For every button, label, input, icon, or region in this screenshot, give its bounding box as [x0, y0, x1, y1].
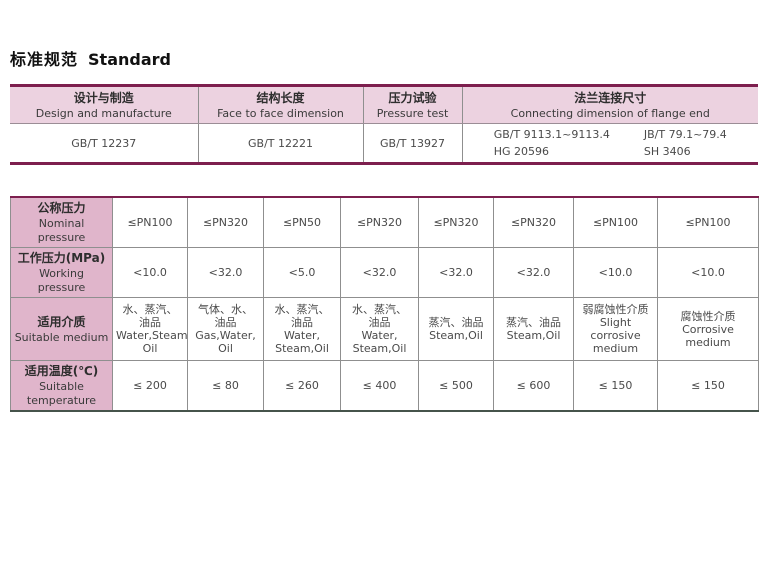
col-header-flange-cn: 法兰连接尺寸: [574, 90, 647, 105]
working-pressure-cell: <5.0: [263, 247, 341, 298]
suitable-medium-cell: 气体、水、 油品 Gas,Water, Oil: [187, 297, 264, 361]
row-header-nominal-cn: 公称压力: [37, 201, 86, 215]
standards-header-row: 设计与制造 Design and manufacture 结构长度 Face t…: [10, 84, 758, 124]
col-header-pressure-test-cn: 压力试验: [388, 90, 437, 105]
col-header-design-en: Design and manufacture: [35, 106, 172, 120]
flange-standards-left: GB/T 9113.1~9113.4 HG 20596: [493, 128, 610, 158]
nominal-pressure-cell: ≤PN320: [340, 196, 419, 248]
row-nominal-pressure: 公称压力 Nominal pressure ≤PN100 ≤PN320 ≤PN5…: [10, 196, 759, 248]
working-pressure-cell: <32.0: [493, 247, 574, 298]
suitable-medium-cell: 弱腐蚀性介质 Slight corrosive medium: [573, 297, 658, 361]
row-header-nominal-pressure: 公称压力 Nominal pressure: [10, 196, 113, 248]
col-header-design: 设计与制造 Design and manufacture: [10, 84, 199, 124]
nominal-pressure-cell: ≤PN320: [187, 196, 264, 248]
standards-value-row: GB/T 12237 GB/T 12221 GB/T 13927 GB/T 91…: [10, 123, 758, 165]
row-working-pressure: 工作压力(MPa) Working pressure <10.0 <32.0 <…: [10, 247, 759, 298]
working-pressure-cell: <32.0: [418, 247, 494, 298]
suitable-temperature-cell: ≤ 150: [573, 360, 658, 412]
suitable-temperature-cell: ≤ 400: [340, 360, 419, 412]
nominal-pressure-cell: ≤PN320: [493, 196, 574, 248]
working-pressure-cell: <10.0: [573, 247, 658, 298]
col-header-face-to-face: 结构长度 Face to face dimension: [197, 84, 364, 124]
row-header-suitable-medium: 适用介质 Suitable medium: [10, 297, 113, 361]
page-title-cn: 标准规范: [10, 50, 79, 69]
col-header-flange: 法兰连接尺寸 Connecting dimension of flange en…: [461, 84, 758, 124]
suitable-temperature-cell: ≤ 200: [112, 360, 188, 412]
nominal-pressure-cell: ≤PN100: [573, 196, 658, 248]
working-pressure-cell: <10.0: [112, 247, 188, 298]
suitable-temperature-cell: ≤ 260: [263, 360, 341, 412]
nominal-pressure-cell: ≤PN100: [657, 196, 759, 248]
row-suitable-temperature: 适用温度(℃) Suitable temperature ≤ 200 ≤ 80 …: [10, 360, 759, 412]
standards-table: 设计与制造 Design and manufacture 结构长度 Face t…: [10, 84, 758, 165]
standard-face-to-face-value: GB/T 12221: [197, 123, 364, 165]
working-pressure-cell: <32.0: [340, 247, 419, 298]
page-title: 标准规范 Standard: [10, 46, 171, 70]
col-header-face-to-face-cn: 结构长度: [256, 90, 305, 105]
standard-flange-values: GB/T 9113.1~9113.4 HG 20596 JB/T 79.1~79…: [461, 123, 758, 165]
nominal-pressure-cell: ≤PN320: [418, 196, 494, 248]
row-header-working-pressure: 工作压力(MPa) Working pressure: [10, 247, 113, 298]
parameters-table: 公称压力 Nominal pressure ≤PN100 ≤PN320 ≤PN5…: [10, 196, 759, 412]
standard-design-value: GB/T 12237: [10, 123, 199, 165]
flange-standards-right: JB/T 79.1~79.4 SH 3406: [643, 128, 727, 158]
suitable-temperature-cell: ≤ 500: [418, 360, 494, 412]
nominal-pressure-cell: ≤PN100: [112, 196, 188, 248]
col-header-pressure-test-en: Pressure test: [376, 106, 449, 120]
suitable-medium-cell: 水、蒸汽、 油品 Water, Steam,Oil: [263, 297, 341, 361]
suitable-medium-cell: 蒸汽、油品 Steam,Oil: [493, 297, 574, 361]
suitable-temperature-cell: ≤ 80: [187, 360, 264, 412]
suitable-medium-cell: 蒸汽、油品 Steam,Oil: [418, 297, 494, 361]
row-header-nominal-en: Nominal pressure: [37, 217, 86, 244]
row-header-suitable-temperature: 适用温度(℃) Suitable temperature: [10, 360, 113, 412]
suitable-temperature-cell: ≤ 150: [657, 360, 759, 412]
col-header-flange-en: Connecting dimension of flange end: [510, 106, 710, 120]
standard-pressure-test-value: GB/T 13927: [362, 123, 463, 165]
col-header-design-cn: 设计与制造: [73, 90, 134, 105]
row-suitable-medium: 适用介质 Suitable medium 水、蒸汽、 油品 Water,Stea…: [10, 297, 759, 361]
working-pressure-cell: <10.0: [657, 247, 759, 298]
row-header-temp-cn: 适用温度(℃): [24, 364, 99, 378]
row-header-medium-cn: 适用介质: [37, 314, 86, 329]
nominal-pressure-cell: ≤PN50: [263, 196, 341, 248]
suitable-temperature-cell: ≤ 600: [493, 360, 574, 412]
col-header-face-to-face-en: Face to face dimension: [217, 106, 344, 120]
suitable-medium-cell: 腐蚀性介质 Corrosive medium: [657, 297, 759, 361]
row-header-temp-en: Suitable temperature: [26, 380, 97, 407]
row-header-working-cn: 工作压力(MPa): [17, 251, 106, 265]
page-title-en: Standard: [88, 50, 171, 69]
suitable-medium-cell: 水、蒸汽、 油品 Water,Steam Oil: [112, 297, 188, 361]
row-header-medium-en: Suitable medium: [14, 330, 109, 344]
working-pressure-cell: <32.0: [187, 247, 264, 298]
row-header-working-en: Working pressure: [37, 267, 86, 294]
col-header-pressure-test: 压力试验 Pressure test: [362, 84, 463, 124]
suitable-medium-cell: 水、蒸汽、 油品 Water, Steam,Oil: [340, 297, 419, 361]
